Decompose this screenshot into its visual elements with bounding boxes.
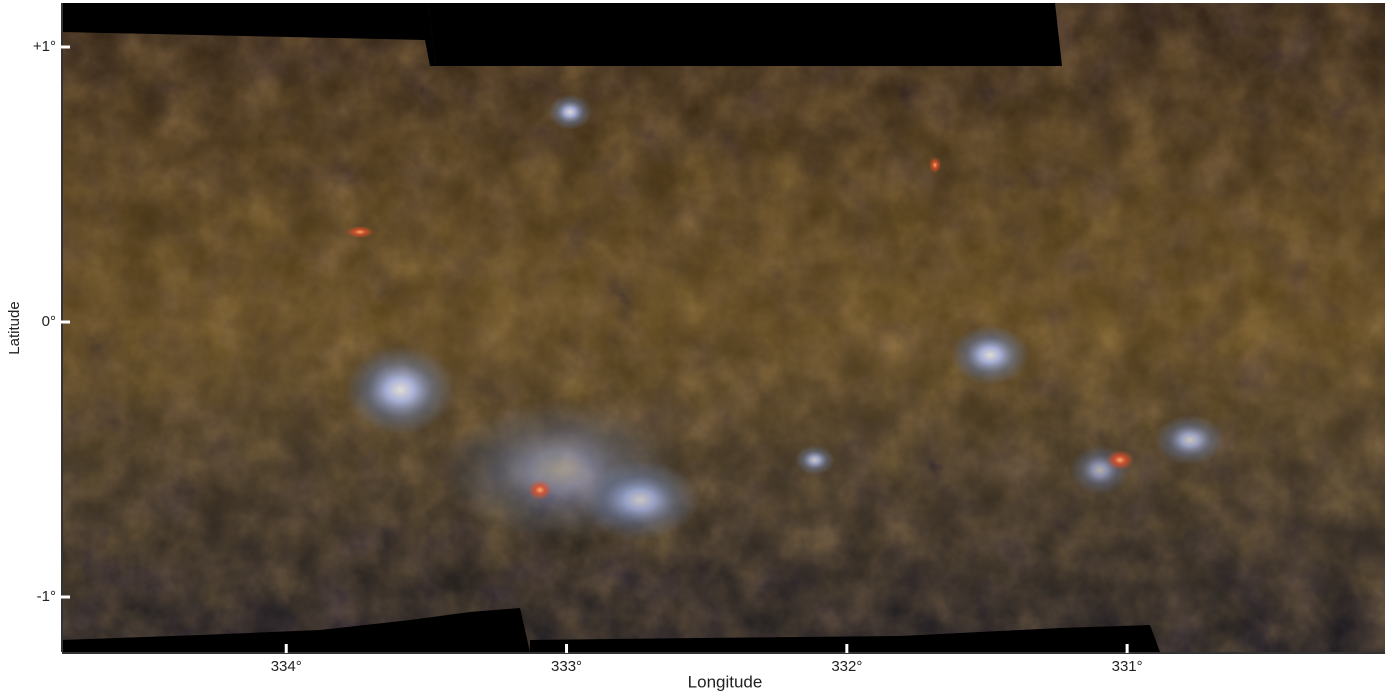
y-tick-label: 0° bbox=[42, 313, 56, 330]
x-tick-label: 333° bbox=[551, 658, 582, 675]
x-axis-title: Longitude bbox=[688, 672, 763, 691]
sky-image bbox=[62, 3, 1385, 652]
y-axis-title: Latitude bbox=[6, 301, 23, 354]
x-tick-label: 332° bbox=[831, 658, 862, 675]
x-tick-label: 334° bbox=[271, 658, 302, 675]
x-tick-label: 331° bbox=[1112, 658, 1143, 675]
y-tick-label: -1° bbox=[37, 588, 56, 605]
y-tick-label: +1° bbox=[33, 38, 56, 55]
